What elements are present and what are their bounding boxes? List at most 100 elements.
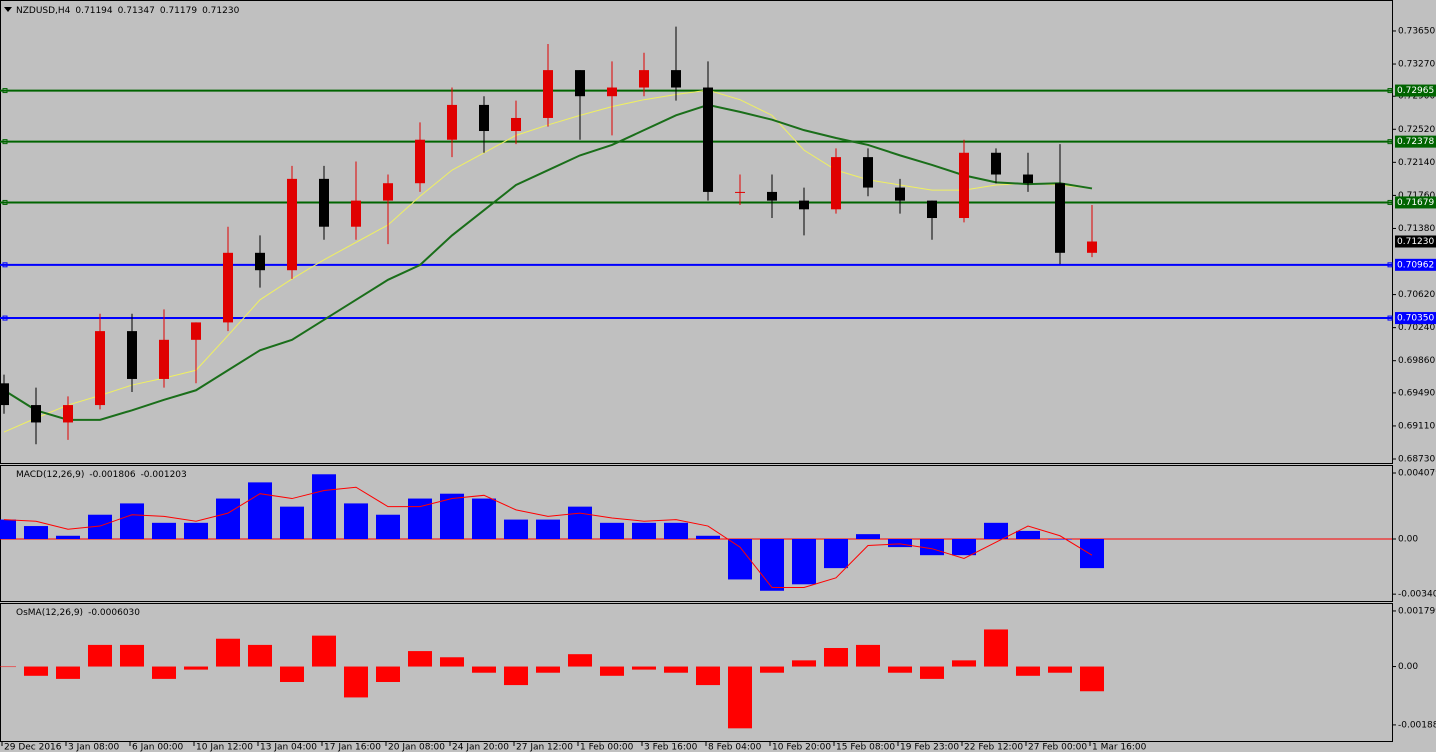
x-tick-label: 15 Feb 08:00	[836, 743, 895, 752]
candle-body	[767, 191, 777, 201]
y-tick-label: 0.001799	[1398, 606, 1436, 616]
x-tick-label: 10 Jan 12:00	[196, 743, 253, 752]
osma-bar	[824, 647, 848, 667]
x-tick-label: 3 Feb 16:00	[644, 743, 698, 752]
main-panel-frame	[0, 0, 1393, 464]
macd-bar	[312, 474, 336, 540]
osma-bar	[1080, 666, 1104, 692]
osma-bar	[792, 660, 816, 667]
x-tick-label: 13 Jan 04:00	[260, 743, 317, 752]
candle-body	[895, 187, 905, 201]
macd-bar	[568, 506, 592, 540]
level-handle	[1387, 199, 1393, 205]
y-tick-label: 0.72900	[1398, 92, 1435, 102]
level-handle	[1387, 88, 1393, 94]
candle-body	[159, 339, 169, 379]
level-label: 0.71679	[1397, 198, 1434, 208]
osma-bar	[184, 666, 208, 670]
macd-bar	[696, 535, 720, 540]
level-label-box	[1395, 312, 1436, 325]
header-value: 0.71194	[75, 6, 112, 16]
level-label-box	[1395, 258, 1436, 271]
osma-bar	[120, 644, 144, 667]
header-value: -0.001203	[141, 470, 187, 480]
y-tick-label: -0.001889	[1398, 720, 1436, 730]
x-tick-label: 27 Feb 00:00	[1028, 743, 1087, 752]
y-tick-label: 0.69490	[1398, 388, 1435, 398]
y-tick-label: 0.72520	[1398, 125, 1435, 135]
last-price-box	[1395, 235, 1436, 248]
y-tick-label: 0.73650	[1398, 26, 1435, 36]
osma-bar	[152, 666, 176, 679]
candle-body	[1023, 174, 1033, 184]
macd-bar	[440, 493, 464, 540]
osma-bar	[536, 666, 560, 673]
macd-bar	[376, 514, 400, 540]
macd-bar	[1080, 539, 1104, 569]
candle-body	[223, 252, 233, 323]
header-value: 0.71179	[160, 6, 197, 16]
osma-bar	[920, 666, 944, 679]
y-tick-label: 0.70240	[1398, 323, 1435, 333]
y-tick-label: 0.73270	[1398, 60, 1435, 70]
x-tick-label: 10 Feb 20:00	[772, 743, 831, 752]
level-handle	[2, 199, 8, 205]
collapse-icon	[4, 7, 12, 12]
macd-bar	[728, 539, 752, 580]
osma-bar	[952, 660, 976, 667]
osma-bar	[376, 666, 400, 682]
osma-bar	[568, 654, 592, 667]
x-tick-label: 29 Dec 2016	[4, 743, 62, 752]
header-value: 0.71230	[202, 6, 239, 16]
candle-body	[799, 200, 809, 210]
macd-bar	[824, 539, 848, 569]
macd-bar	[24, 526, 48, 540]
y-tick-label: 0.69110	[1398, 421, 1435, 431]
candle-body	[1055, 183, 1065, 253]
level-label-box	[1395, 84, 1436, 97]
y-tick-label: 0.004079	[1398, 469, 1436, 479]
x-tick-label: 20 Jan 08:00	[388, 743, 445, 752]
osma-bar	[56, 666, 80, 679]
osma-bar	[408, 651, 432, 667]
osma-bar	[600, 666, 624, 676]
osma-bar	[88, 644, 112, 667]
indicator-title: MACD(12,26,9)	[16, 470, 84, 480]
osma-bar	[248, 644, 272, 667]
candle-body	[543, 70, 553, 118]
signal-line	[3, 486, 1093, 589]
candle-body	[447, 104, 457, 140]
osma-bar	[24, 666, 48, 676]
candle-body	[351, 200, 361, 227]
candle-body	[383, 183, 393, 201]
candle-body	[511, 117, 521, 132]
x-tick-label: 1 Mar 16:00	[1092, 743, 1147, 752]
candle-body	[287, 178, 297, 271]
y-tick-label: 0.70620	[1398, 290, 1435, 300]
candle-body	[991, 152, 1001, 175]
panel-header: NZDUSD,H4 0.71194 0.71347 0.71179 0.71230	[16, 6, 240, 16]
macd-bar	[1016, 530, 1040, 540]
y-tick-label: 0.72140	[1398, 158, 1435, 168]
x-tick-label: 8 Feb 04:00	[708, 743, 762, 752]
level-handle	[2, 315, 8, 321]
candle-body	[479, 104, 489, 132]
macd-bar	[472, 498, 496, 540]
osma-bar	[216, 638, 240, 667]
candle-body	[863, 157, 873, 188]
osma-bar	[696, 666, 720, 686]
candle-body	[191, 322, 201, 340]
macd-bar	[600, 522, 624, 540]
candle-body	[255, 252, 265, 271]
osma-bar	[728, 666, 752, 729]
last-price-label: 0.71230	[1397, 237, 1434, 247]
osma-bar	[280, 666, 304, 682]
indicator-title: NZDUSD,H4	[16, 6, 71, 16]
x-tick-label: 1 Feb 00:00	[580, 743, 634, 752]
y-tick-label: 0.68730	[1398, 454, 1435, 464]
candle-body	[639, 70, 649, 88]
macd-bar	[184, 522, 208, 540]
candle-body	[127, 331, 137, 379]
